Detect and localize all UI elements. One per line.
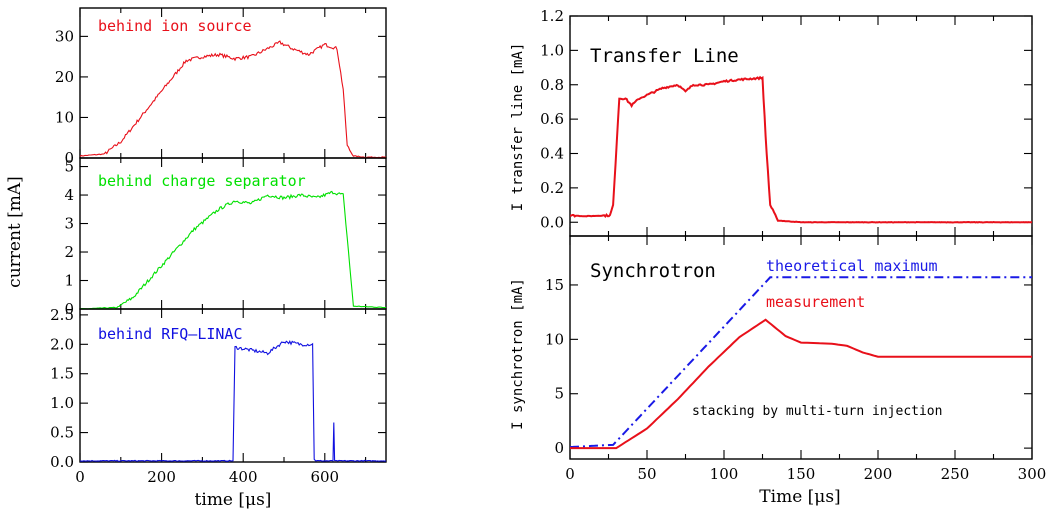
series-line-trace (570, 75, 1033, 224)
x-tick-label: 0 (75, 468, 85, 486)
y-tick-label: 4 (64, 186, 74, 204)
y-tick-label: 0.0 (50, 453, 74, 471)
right-top-y-axis-label: I transfer line [mA] (510, 43, 526, 212)
y-tick-label: 0.4 (540, 145, 564, 163)
x-tick-label: 200 (864, 465, 893, 483)
series-line-trace (79, 40, 387, 159)
y-tick-label: 2.5 (50, 306, 74, 324)
annotation-charge-separator: behind charge separator (98, 172, 306, 190)
y-tick-label: 0 (64, 300, 74, 318)
annotation-theoretical-maximum: theoretical maximum (766, 257, 938, 275)
x-tick-label: 250 (941, 465, 970, 483)
y-tick-label: 2.0 (50, 335, 74, 353)
title-transfer-line: Transfer Line (590, 45, 739, 67)
plot-frame (79, 308, 387, 463)
y-tick-label: 1.0 (50, 394, 74, 412)
y-tick-label: 1 (64, 272, 74, 290)
x-tick-label: 400 (229, 468, 258, 486)
y-tick-label: 1.5 (50, 365, 74, 383)
y-tick-label: 3 (64, 215, 74, 233)
x-tick-label: 300 (1018, 465, 1047, 483)
y-tick-label: 5 (554, 385, 564, 403)
panel-transfer-line: 0.0 0.2 0.4 0.6 0.8 1.0 1.2 (540, 7, 1033, 237)
y-tick-label: 0.2 (540, 179, 564, 197)
y-tick-label: 10 (55, 108, 74, 126)
y-tick-label: 1.0 (540, 41, 564, 59)
right-x-axis-label: Time [μs] (759, 487, 840, 507)
annotation-measurement: measurement (766, 293, 865, 311)
y-tick-label: 1.2 (540, 7, 564, 25)
panel-charge-separator: 0 1 2 3 4 5 (64, 157, 387, 318)
y-tick-label: 2 (64, 243, 74, 261)
y-tick-label: 15 (545, 276, 564, 294)
right-bottom-y-axis-label: I synchrotron [mA] (510, 278, 526, 430)
series-line-trace (79, 190, 386, 310)
x-tick-label: 150 (787, 465, 816, 483)
y-tick-label: 30 (55, 27, 74, 45)
series-line-measurement (570, 318, 1032, 450)
y-tick-label: 20 (55, 68, 74, 86)
y-tick-label: 0 (554, 439, 564, 457)
y-tick-label: 0.6 (540, 110, 564, 128)
panel-rfq-linac: 0.0 0.5 1.0 1.5 2.0 2.5 0 200 400 600 (50, 306, 387, 486)
x-tick-label: 50 (637, 465, 656, 483)
annotation-rfq-linac: behind RFQ–LINAC (98, 325, 243, 343)
left-x-axis-label: time [μs] (195, 490, 272, 510)
left-y-axis-label: current [mA] (5, 176, 25, 288)
x-tick-label: 600 (310, 468, 339, 486)
annotation-ion-source: behind ion source (98, 17, 252, 35)
x-tick-label: 0 (565, 465, 575, 483)
y-tick-label: 0.0 (540, 213, 564, 231)
y-tick-label: 0.5 (50, 424, 74, 442)
y-tick-label: 5 (64, 158, 74, 176)
x-tick-label: 100 (710, 465, 739, 483)
series-line-theoretical-maximum (569, 276, 1032, 448)
annotation-stacking: stacking by multi-turn injection (692, 404, 942, 419)
series-line-trace (80, 339, 387, 462)
y-tick-label: 0.8 (540, 76, 564, 94)
y-tick-label: 0 (64, 149, 74, 167)
title-synchrotron: Synchrotron (590, 260, 716, 282)
y-tick-label: 10 (545, 330, 564, 348)
x-tick-label: 200 (147, 468, 176, 486)
